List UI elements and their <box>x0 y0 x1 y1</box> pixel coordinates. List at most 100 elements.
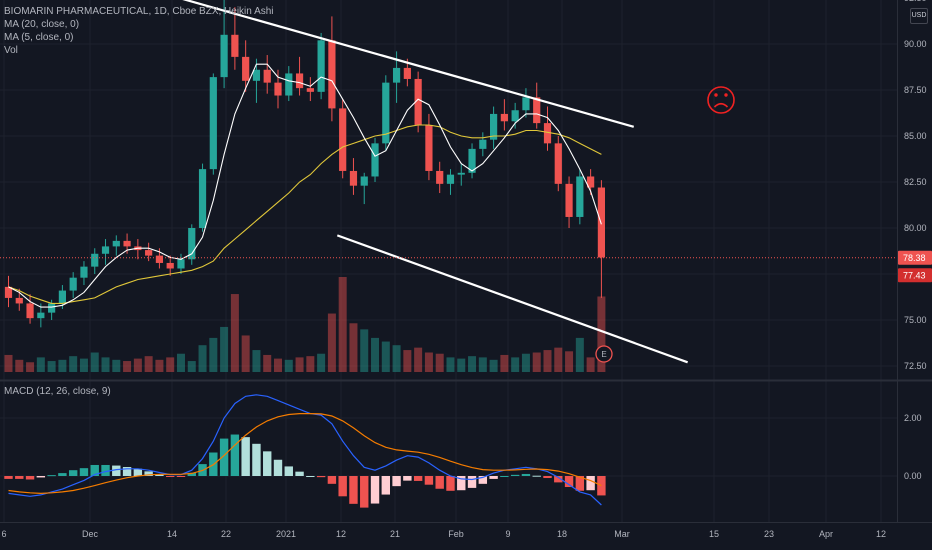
candle-body <box>533 97 541 124</box>
y-tick-label: 75.00 <box>904 315 927 325</box>
volume-bar <box>58 359 67 372</box>
volume-bar <box>144 356 153 372</box>
volume-bar <box>371 337 380 372</box>
candle-body <box>37 312 45 319</box>
macd-hist-bar <box>122 467 132 476</box>
volume-bar <box>166 357 175 372</box>
ma20-line <box>8 124 602 304</box>
candle-body <box>468 148 476 173</box>
volume-bar <box>90 352 99 372</box>
candle-body <box>123 240 131 247</box>
candle-body <box>403 67 411 79</box>
volume-bar <box>155 359 164 372</box>
volume-bar <box>295 357 304 372</box>
macd-hist-bar <box>219 438 229 476</box>
ma20-legend[interactable]: MA (20, close, 0) <box>4 19 80 30</box>
macd-hist-bar <box>586 476 595 491</box>
volume-bar <box>489 359 498 372</box>
volume-bar <box>381 341 390 372</box>
ma5-line <box>8 63 602 308</box>
candles <box>4 0 605 328</box>
macd-hist-bar <box>263 451 272 476</box>
candle-body <box>58 290 66 304</box>
volume-bar <box>284 359 293 372</box>
x-tick-label: Apr <box>819 529 833 539</box>
volume-bar <box>79 358 88 372</box>
volume-bar <box>597 296 606 372</box>
volume-bar <box>424 352 433 372</box>
candle-body <box>188 228 196 260</box>
candle-body <box>101 246 110 254</box>
volume-bar <box>209 337 218 372</box>
y-tick-label: 80.00 <box>904 223 927 233</box>
volume-bar <box>500 354 509 372</box>
candle-body <box>576 176 584 217</box>
macd-hist-bar <box>112 465 121 476</box>
candle-body <box>198 169 207 228</box>
x-tick-label: Dec <box>82 529 99 539</box>
macd-hist-bar <box>392 476 401 487</box>
x-tick-label: 14 <box>167 529 177 539</box>
ma5-legend[interactable]: MA (5, close, 0) <box>4 32 74 43</box>
candle-body <box>317 40 325 92</box>
macd-hist-bar <box>424 476 434 485</box>
x-tick-label: 12 <box>336 529 346 539</box>
currency-button[interactable]: USD <box>910 8 928 24</box>
x-tick-label: 23 <box>764 529 774 539</box>
volume-bar <box>252 350 261 372</box>
volume-bar <box>575 337 584 372</box>
macd-hist-bar <box>532 475 541 477</box>
symbol-title[interactable]: BIOMARIN PHARMACEUTICAL, 1D, Cboe BZX, H… <box>4 6 274 17</box>
candle-body <box>209 77 217 170</box>
macd-hist-bar <box>500 476 509 477</box>
candle-body <box>414 78 422 125</box>
trend-channel[interactable] <box>62 0 689 364</box>
macd-hist-bar <box>144 471 153 476</box>
macd-hist-bar <box>176 476 186 477</box>
macd-hist-bar <box>79 468 89 476</box>
candle-body <box>360 176 368 186</box>
earnings-marker[interactable]: E <box>595 345 613 363</box>
volume-bar <box>457 358 466 372</box>
volume-bar <box>101 357 110 372</box>
candle-body <box>339 108 347 171</box>
volume-legend[interactable]: Vol <box>4 45 18 56</box>
candle-body <box>522 97 530 111</box>
main-legend: BIOMARIN PHARMACEUTICAL, 1D, Cboe BZX, H… <box>4 5 274 57</box>
volume-bar <box>521 353 530 372</box>
candle-body <box>597 187 605 258</box>
macd-hist-bar <box>435 476 444 489</box>
volume-bar <box>543 350 552 372</box>
channel-lower-line <box>336 234 689 364</box>
volume-bar <box>532 352 541 372</box>
price-tag-last-text: 78.38 <box>903 253 926 263</box>
macd-hist-bar <box>90 464 99 476</box>
volume-bar <box>15 359 24 372</box>
macd-legend-box: MACD (12, 26, close, 9) <box>4 385 111 398</box>
volume-bar <box>274 358 282 372</box>
candle-body <box>220 34 228 78</box>
macd-legend[interactable]: MACD (12, 26, close, 9) <box>4 386 111 397</box>
macd-hist-bar <box>327 476 337 484</box>
volume-bar <box>392 345 401 372</box>
candle-body <box>155 255 164 263</box>
volume-bar <box>435 353 444 372</box>
volume-bar <box>187 361 196 372</box>
macd-hist-bar <box>68 470 78 476</box>
macd-hist-bar <box>101 464 110 476</box>
volume-bar <box>349 323 358 372</box>
candle-body <box>349 170 358 186</box>
candle-body <box>511 110 519 122</box>
volume-bar <box>4 354 13 372</box>
volume-bar <box>36 357 45 372</box>
macd-hist-bar <box>58 473 67 476</box>
x-tick-label: 15 <box>709 529 719 539</box>
y-tick-label: 87.50 <box>904 85 927 95</box>
candle-body <box>231 34 239 57</box>
volume-bars <box>4 277 606 372</box>
macd-hist-bar <box>15 476 24 479</box>
candle-body <box>4 286 13 298</box>
volume-bar <box>554 347 563 372</box>
